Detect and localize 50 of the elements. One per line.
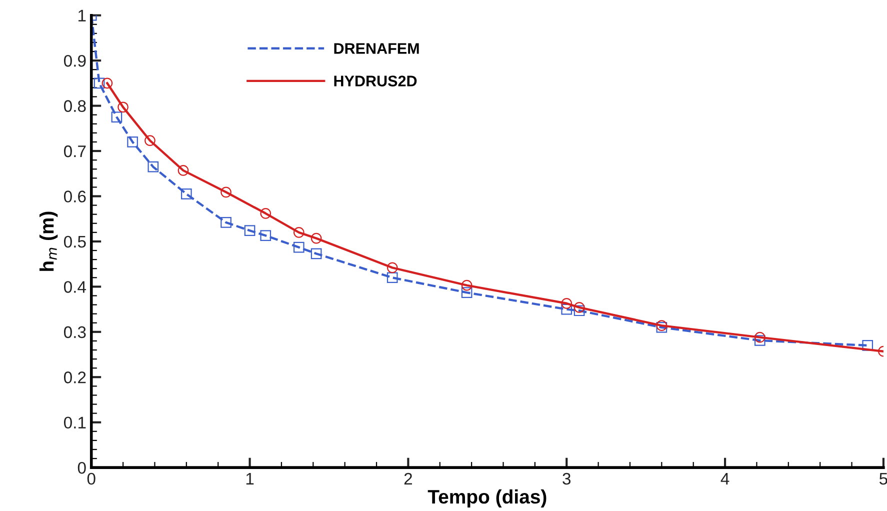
y-tick-label: 0 [78, 462, 86, 474]
y-tick-label: 0.6 [64, 190, 86, 202]
point [111, 112, 122, 122]
y-tick-label: 0.2 [64, 372, 86, 384]
y-tick-label: 1 [78, 10, 86, 22]
point [220, 186, 232, 198]
y-tick-label: 0.7 [64, 145, 86, 158]
point [127, 136, 138, 148]
y-tick-label: 0.8 [64, 100, 86, 112]
point [102, 78, 113, 89]
x-tick-label: 4 [720, 473, 730, 485]
point [118, 102, 128, 113]
point [260, 230, 272, 241]
point [862, 340, 874, 351]
legend-label: HYDRUS2D [334, 76, 417, 86]
point [293, 242, 304, 253]
x-tick-label: 3 [562, 472, 571, 485]
y-tick-label: 0.3 [64, 326, 86, 338]
legend-label: DRENAFEM [334, 43, 419, 54]
y-tick-label: 0.5 [64, 236, 86, 248]
x-tick-label: 2 [404, 472, 412, 485]
point [754, 335, 766, 346]
point [310, 232, 322, 244]
point [148, 161, 159, 172]
point [561, 304, 572, 315]
point [574, 302, 585, 313]
x-tick-label: 5 [879, 473, 887, 485]
point [180, 188, 192, 200]
point [144, 135, 156, 146]
point [461, 287, 472, 298]
point [293, 226, 304, 238]
y-tick-label: 0.4 [64, 281, 86, 293]
y-axis-title: h$_{m}$ (m) [40, 212, 58, 271]
point [386, 272, 398, 284]
point [461, 280, 472, 291]
point [260, 208, 272, 219]
point [244, 225, 256, 236]
point [178, 165, 189, 176]
point [574, 305, 585, 316]
y-tick-label: 0.1 [64, 416, 86, 429]
x-tick-label: 0 [87, 472, 96, 485]
x-tick-label: 1 [246, 473, 254, 485]
point [561, 298, 572, 309]
point [754, 332, 766, 343]
point [94, 78, 105, 89]
point [220, 217, 232, 228]
y-tick-label: 0.9 [64, 54, 86, 67]
point [310, 248, 322, 260]
point [386, 262, 398, 274]
x-axis-title: Tempo (dias) [428, 489, 546, 508]
